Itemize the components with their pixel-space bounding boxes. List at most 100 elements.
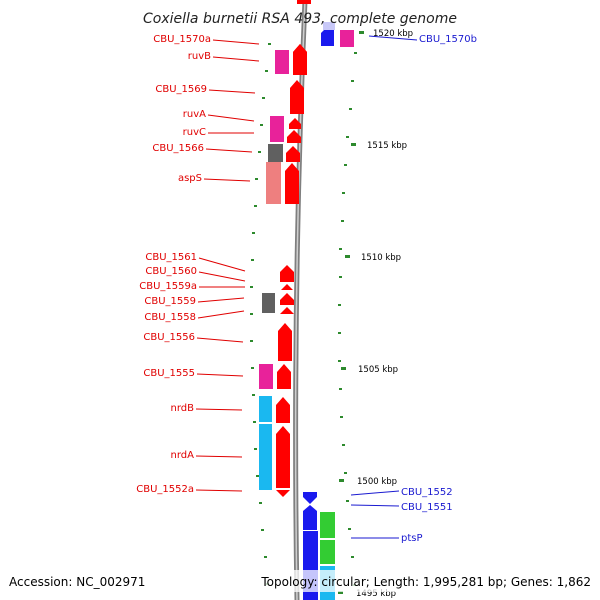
rule-mark bbox=[351, 556, 354, 558]
callout-line bbox=[198, 298, 244, 302]
callout-line bbox=[213, 57, 259, 61]
gene-arrow[interactable] bbox=[303, 505, 317, 530]
callout-line bbox=[199, 258, 245, 271]
footer: Accession: NC_002971 Topology: circular;… bbox=[0, 570, 600, 592]
gene-arrow[interactable] bbox=[297, 0, 311, 4]
rule-mark bbox=[351, 80, 354, 82]
rule-mark bbox=[340, 416, 343, 418]
callout-line bbox=[213, 40, 259, 44]
gene-label[interactable]: aspS bbox=[178, 173, 202, 184]
gene-arrow[interactable] bbox=[280, 265, 294, 282]
rule-mark bbox=[250, 340, 253, 342]
gene-arrow[interactable] bbox=[280, 293, 294, 305]
gene-label[interactable]: ruvC bbox=[183, 127, 206, 138]
callout-line bbox=[204, 179, 250, 181]
gene-label[interactable]: CBU_1570a bbox=[153, 34, 211, 45]
callout-line bbox=[196, 409, 242, 410]
rule-mark bbox=[258, 151, 261, 153]
rule-mark bbox=[344, 164, 347, 166]
callout-line bbox=[196, 490, 242, 491]
gene-box[interactable] bbox=[270, 116, 284, 142]
gene-label[interactable]: CBU_1561 bbox=[145, 252, 197, 263]
gene-arrow[interactable] bbox=[277, 364, 291, 389]
gene-arrow[interactable] bbox=[278, 323, 292, 361]
gene-label[interactable]: CBU_1566 bbox=[152, 143, 204, 154]
rule-mark bbox=[253, 421, 256, 423]
rule-mark bbox=[338, 304, 341, 306]
gene-label[interactable]: CBU_1558 bbox=[144, 312, 196, 323]
tick-label: 1510 kbp bbox=[361, 253, 401, 263]
gene-label[interactable]: CBU_1556 bbox=[143, 332, 195, 343]
callout-line bbox=[198, 311, 244, 318]
rule-mark bbox=[349, 108, 352, 110]
accession-text: Accession: NC_002971 bbox=[9, 575, 145, 589]
rule-mark bbox=[251, 367, 254, 369]
rule-mark bbox=[252, 394, 255, 396]
rule-mark bbox=[254, 205, 257, 207]
gene-box[interactable] bbox=[259, 364, 273, 389]
rule-mark bbox=[354, 52, 357, 54]
right-gene-callouts: CBU_1570b CBU_1552 CBU_1551 ptsP bbox=[351, 34, 477, 544]
rule-mark bbox=[260, 124, 263, 126]
rule-mark bbox=[339, 388, 342, 390]
callout-line bbox=[351, 505, 399, 506]
tick-label: 1515 kbp bbox=[367, 141, 407, 151]
gene-box[interactable] bbox=[259, 396, 272, 422]
rule-mark bbox=[348, 528, 351, 530]
rule-mark bbox=[339, 276, 342, 278]
gene-label[interactable]: CBU_1555 bbox=[143, 368, 195, 379]
tick-label: 1520 kbp bbox=[373, 29, 413, 39]
callout-line bbox=[351, 491, 399, 495]
rule-mark bbox=[342, 192, 345, 194]
tick-mark bbox=[345, 255, 350, 258]
gene-label[interactable]: CBU_1570b bbox=[419, 34, 477, 45]
gene-arrow[interactable] bbox=[280, 307, 294, 314]
rule-mark bbox=[341, 220, 344, 222]
gene-label[interactable]: CBU_1559 bbox=[144, 296, 196, 307]
gene-arrow[interactable] bbox=[276, 397, 290, 423]
gene-label[interactable]: CBU_1552a bbox=[136, 484, 194, 495]
rule-mark bbox=[342, 444, 345, 446]
gene-label[interactable]: CBU_1551 bbox=[401, 502, 453, 513]
gene-box[interactable] bbox=[262, 293, 275, 313]
gene-label[interactable]: ptsP bbox=[401, 533, 423, 544]
gene-arrow[interactable] bbox=[276, 426, 290, 488]
genome-summary-text: Topology: circular; Length: 1,995,281 bp… bbox=[260, 575, 591, 589]
callout-line bbox=[197, 374, 243, 376]
gene-box[interactable] bbox=[275, 50, 289, 74]
tick-mark bbox=[341, 367, 346, 370]
gene-box[interactable] bbox=[266, 162, 281, 204]
gene-arrow[interactable] bbox=[303, 492, 317, 504]
gene-label[interactable]: CBU_1560 bbox=[145, 266, 197, 277]
map-title: Coxiella burnetii RSA 493, complete geno… bbox=[143, 11, 457, 27]
tick-mark bbox=[351, 143, 356, 146]
left-gene-callouts: CBU_1570a ruvB CBU_1569 ruvA ruvC CBU_15… bbox=[136, 34, 259, 495]
gene-label[interactable]: CBU_1569 bbox=[155, 84, 207, 95]
gene-arrow[interactable] bbox=[276, 490, 290, 497]
gene-label[interactable]: CBU_1552 bbox=[401, 487, 453, 498]
rule-mark bbox=[255, 178, 258, 180]
gene-box[interactable] bbox=[259, 424, 272, 490]
gene-box[interactable] bbox=[320, 540, 335, 564]
tick-mark bbox=[359, 31, 364, 34]
callout-line bbox=[197, 338, 243, 342]
gene-box[interactable] bbox=[268, 144, 283, 162]
rule-mark bbox=[264, 556, 267, 558]
rule-mark bbox=[262, 97, 265, 99]
tick-mark bbox=[339, 479, 344, 482]
gene-box[interactable] bbox=[320, 512, 335, 538]
gene-label[interactable]: ruvB bbox=[188, 51, 211, 62]
gene-arrow[interactable] bbox=[285, 163, 299, 204]
tick-label: 1505 kbp bbox=[358, 365, 398, 375]
gene-label[interactable]: nrdA bbox=[171, 450, 195, 461]
callout-line bbox=[206, 149, 252, 152]
rule-mark bbox=[250, 286, 253, 288]
gene-label[interactable]: ruvA bbox=[183, 109, 206, 120]
gene-arrow[interactable] bbox=[281, 284, 293, 290]
rule-mark bbox=[265, 70, 268, 72]
rule-mark bbox=[259, 502, 262, 504]
gene-box[interactable] bbox=[340, 30, 354, 47]
gene-label[interactable]: nrdB bbox=[171, 403, 195, 414]
gene-label[interactable]: CBU_1559a bbox=[139, 281, 197, 292]
rule-mark bbox=[346, 136, 349, 138]
